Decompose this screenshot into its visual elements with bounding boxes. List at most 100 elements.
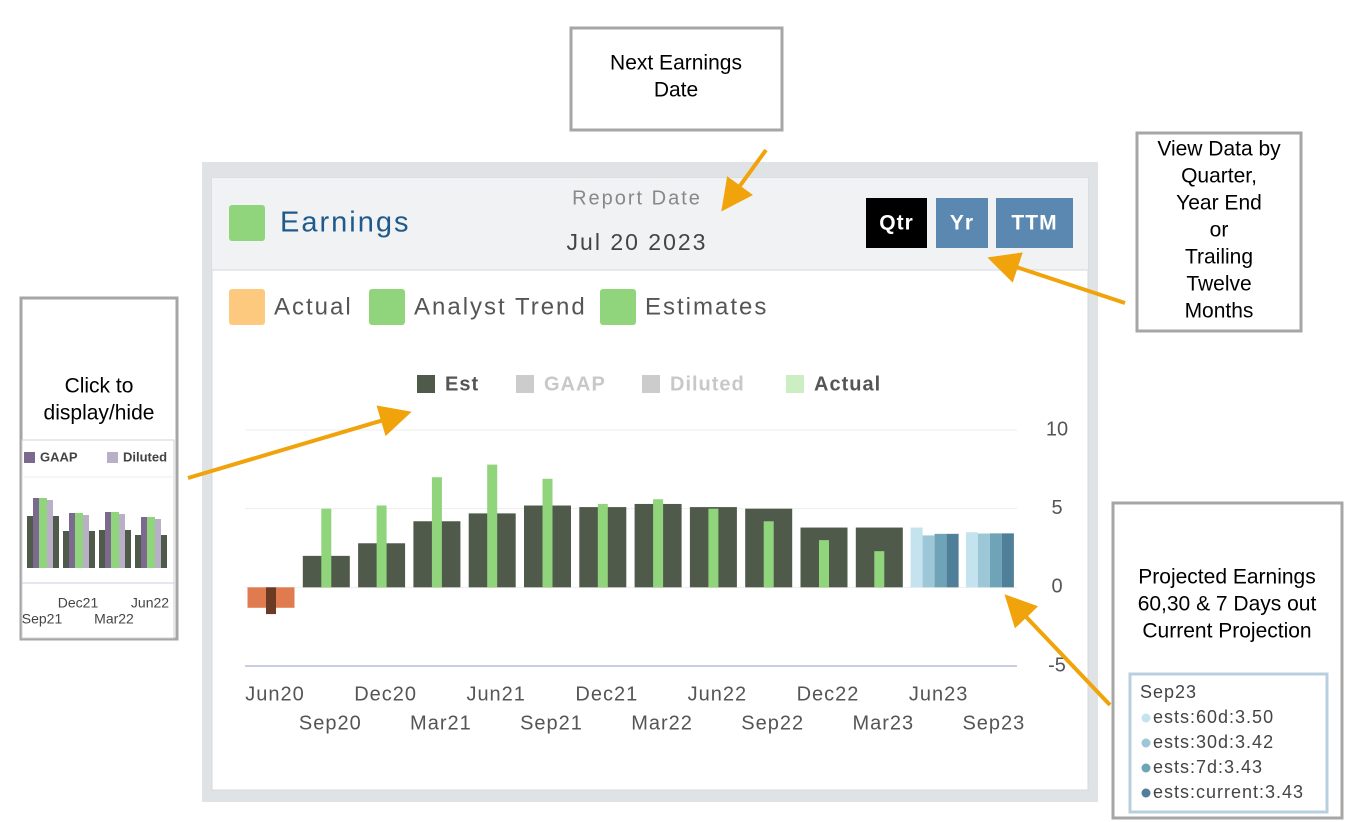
tooltip-line: ests:7d:3.43 [1153, 757, 1263, 777]
inset-chart: GAAP Diluted Dec21 Jun22 Sep21 Mar22 [21, 439, 175, 639]
period-buttons: Qtr Yr TTM [866, 198, 1073, 248]
actual-bar [874, 551, 885, 588]
callout-click-toggle: Click to display/hide [44, 375, 155, 425]
inset-bar [69, 513, 77, 568]
tooltip-line: ests:30d:3.42 [1153, 732, 1274, 752]
legend-swatch[interactable] [786, 375, 804, 393]
tooltip-line: ests:current:3.43 [1153, 782, 1304, 802]
x-tick-label: Jun20 [245, 683, 305, 705]
legend-swatch [600, 289, 636, 325]
callout-text: display/hide [44, 402, 155, 425]
callout-next-earnings: Next Earnings Date [610, 52, 742, 102]
callout-text: Date [654, 79, 698, 102]
legend-swatch[interactable] [516, 375, 534, 393]
tooltip-box [1128, 672, 1329, 814]
callout-text: Current Projection [1142, 620, 1311, 643]
inset-legend-label: Diluted [123, 449, 167, 464]
x-tick-label: Jun23 [909, 683, 969, 705]
callout-projected: Projected Earnings 60,30 & 7 Days out Curr… [1138, 566, 1317, 643]
x-tick-label: Sep21 [520, 712, 583, 734]
tooltip-dot [1141, 763, 1151, 773]
inset-bar [39, 498, 47, 568]
period-button[interactable] [936, 198, 988, 248]
legend-label: Analyst Trend [414, 293, 587, 320]
callout-text: or [1210, 219, 1229, 242]
arrow [1004, 594, 1112, 707]
legend-swatch[interactable] [417, 375, 435, 393]
period-button[interactable] [996, 198, 1073, 248]
x-tick-label: Dec20 [354, 683, 417, 705]
x-tick-label: Mar21 [410, 712, 472, 734]
x-tick-label: Sep22 [741, 712, 804, 734]
y-tick-label: 5 [1051, 497, 1062, 519]
callout-text: Next Earnings [610, 52, 742, 75]
chart: -5 0 5 10 Est GAAP Diluted Actual Jun20 Sep20 Dec2… [245, 373, 1068, 734]
inset-bar [141, 517, 149, 568]
inset-x-label: Dec21 [58, 595, 99, 611]
tooltip-dot [1141, 738, 1151, 748]
projection-bar [1001, 533, 1014, 588]
inset-legend-label: GAAP [40, 449, 78, 464]
y-tick-label: 10 [1046, 418, 1068, 440]
actual-bar [487, 464, 498, 588]
inset-swatch [24, 452, 35, 463]
tooltip-line: ests:60d:3.50 [1153, 707, 1274, 727]
callout-text: Twelve [1186, 273, 1251, 296]
tooltip-dot [1141, 788, 1151, 798]
actual-bar [266, 587, 276, 615]
callout-box [569, 26, 784, 132]
inset-swatch [107, 452, 118, 463]
inset-bar [119, 514, 125, 568]
legend-label[interactable]: GAAP [544, 373, 606, 395]
title-icon [229, 205, 265, 241]
legend-label: Estimates [645, 293, 768, 320]
x-tick-label: Dec21 [575, 683, 638, 705]
period-button[interactable] [866, 198, 927, 248]
inset-x-label: Mar22 [94, 611, 134, 627]
legend-label: Actual [274, 293, 353, 320]
callout-text: 60,30 & 7 Days out [1138, 593, 1317, 616]
callout-box [1135, 131, 1303, 333]
projection-bar [946, 533, 959, 588]
actual-bar [542, 478, 553, 588]
period-button-label[interactable]: TTM [1011, 212, 1057, 235]
x-tick-label: Mar23 [852, 712, 914, 734]
projection-bar [977, 533, 990, 588]
callout-text: Click to [65, 375, 134, 398]
x-tick-label: Sep23 [962, 712, 1025, 734]
legend-label[interactable]: Est [445, 373, 479, 395]
inset-bar [155, 519, 161, 568]
callout-text: View Data by [1157, 138, 1281, 161]
period-button-label[interactable]: Yr [950, 212, 974, 235]
x-tick-label: Jun21 [466, 683, 526, 705]
legend-label[interactable]: Actual [814, 373, 881, 395]
inset-bar [33, 498, 41, 568]
widget-panel [211, 177, 1089, 791]
tooltip-line: Sep23 [1140, 682, 1197, 702]
inset-x-label: Jun22 [131, 595, 169, 611]
callout-text: Quarter, [1181, 165, 1257, 188]
arrow [187, 405, 412, 480]
projection-bar [934, 533, 947, 588]
actual-bar [708, 508, 719, 588]
inset-bar [105, 512, 113, 568]
inset-bar [111, 512, 119, 568]
x-tick-label: Jun22 [688, 683, 748, 705]
x-tick-label: Sep20 [299, 712, 362, 734]
period-button-label[interactable]: Qtr [879, 212, 914, 235]
arrow [987, 252, 1126, 305]
projection-bar [989, 533, 1002, 588]
legend-swatch[interactable] [642, 375, 660, 393]
report-date: Jul 20 2023 [567, 229, 708, 255]
callout-text: Months [1185, 300, 1254, 323]
y-tick-label: 0 [1051, 576, 1062, 598]
legend-label[interactable]: Diluted [670, 373, 745, 395]
y-tick-label: -5 [1048, 654, 1066, 676]
tooltip-dot [1141, 713, 1151, 723]
projection-bar [965, 532, 978, 588]
actual-bar [819, 540, 829, 588]
projection-bar [910, 527, 923, 588]
x-tick-label: Dec22 [797, 683, 860, 705]
projection-bar [922, 535, 935, 588]
inset-bar [75, 513, 83, 568]
